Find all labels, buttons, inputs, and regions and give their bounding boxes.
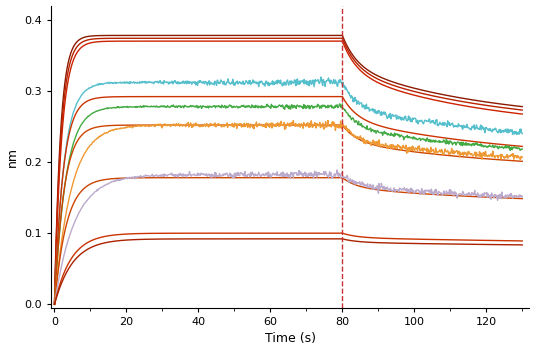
X-axis label: Time (s): Time (s) [265, 332, 316, 345]
Y-axis label: nm: nm [5, 147, 19, 167]
